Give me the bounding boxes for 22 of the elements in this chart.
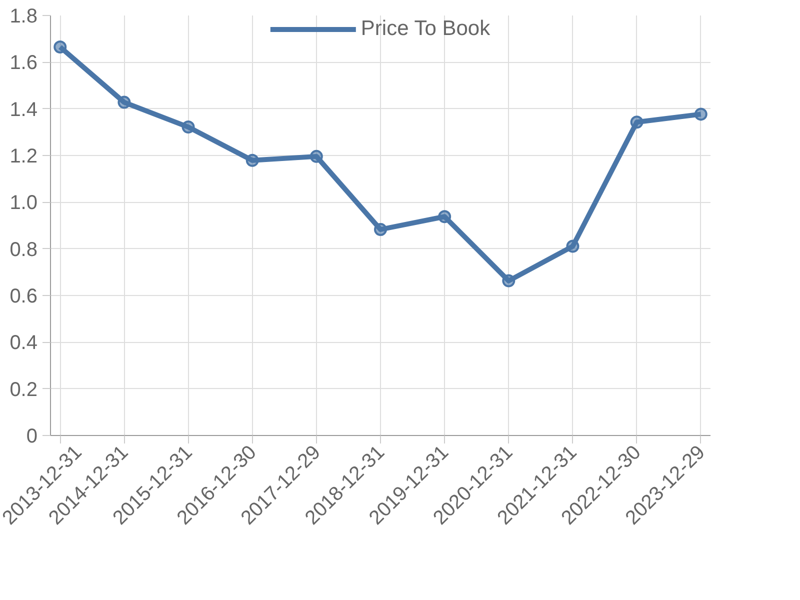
y-tick-label: 1.8 [10, 6, 38, 28]
y-tick-label: 1.6 [10, 52, 38, 74]
legend-label: Price To Book [360, 17, 490, 41]
point [310, 150, 323, 163]
y-tick-label: 1.2 [10, 146, 38, 168]
point [630, 116, 644, 129]
point [438, 210, 452, 224]
point [118, 96, 131, 109]
point [694, 108, 708, 121]
y-tick-label: 0.6 [10, 286, 38, 308]
y-tick-label: 1.4 [10, 98, 38, 121]
point [246, 154, 259, 167]
point [566, 240, 580, 253]
y-tick-label: 0.4 [10, 332, 38, 354]
y-tick-label: 0.8 [10, 238, 38, 261]
point [502, 274, 516, 288]
y-tick-label: 0 [26, 426, 38, 448]
y-tick-label: 1.0 [10, 192, 38, 214]
y-tick-label: 0.2 [10, 378, 38, 401]
point [54, 40, 67, 54]
point [182, 120, 195, 134]
point [374, 222, 387, 236]
